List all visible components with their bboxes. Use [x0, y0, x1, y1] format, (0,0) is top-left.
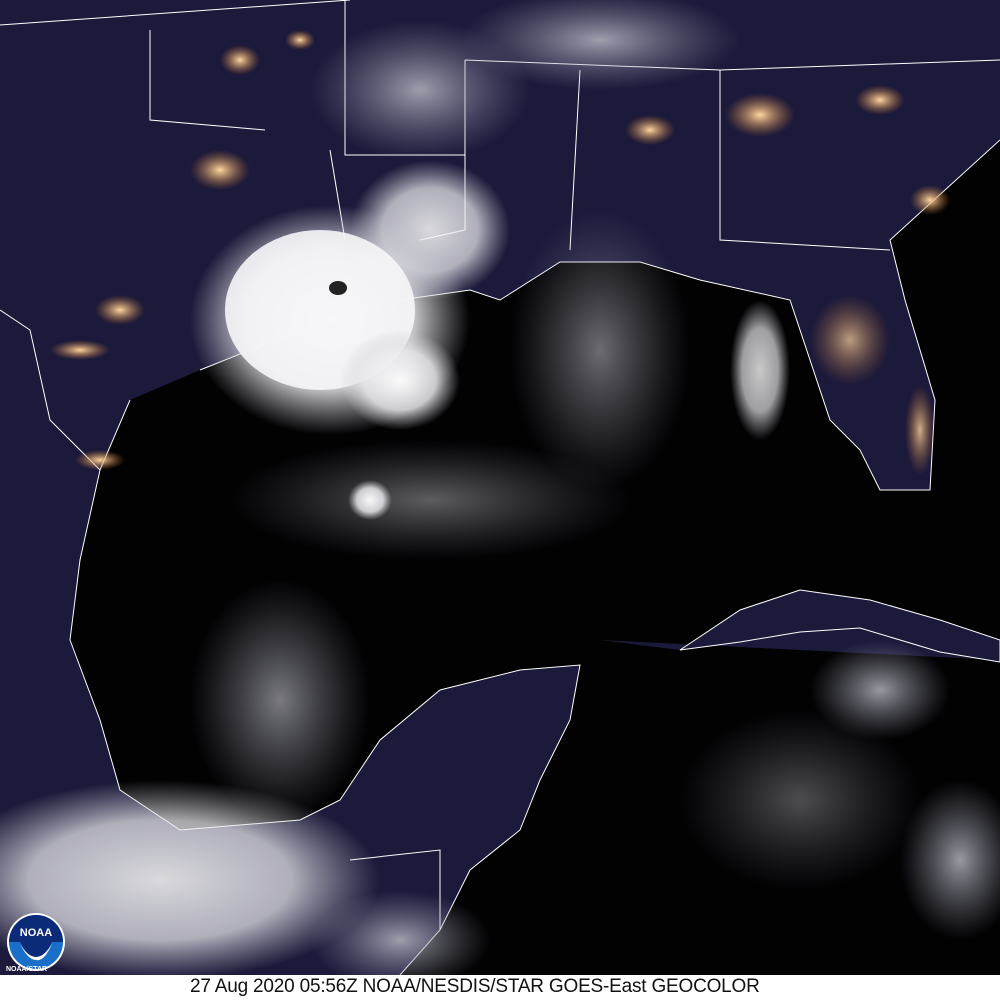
cuba [679, 589, 1000, 663]
noaa-logo: NOAA [7, 913, 65, 971]
clouds [0, 0, 1000, 975]
caption-bar [0, 975, 1000, 1000]
svg-text:NOAA: NOAA [20, 927, 52, 939]
atlantic-ocean [890, 140, 1000, 500]
city-lights [50, 30, 950, 475]
satellite-image [0, 0, 1000, 975]
hurricane-laura [190, 205, 470, 435]
image-caption: 27 Aug 2020 05:56Z NOAA/NESDIS/STAR GOES… [190, 976, 760, 997]
logo-subtext: NOAA/STAR [6, 966, 48, 973]
hurricane-eye [329, 281, 347, 295]
